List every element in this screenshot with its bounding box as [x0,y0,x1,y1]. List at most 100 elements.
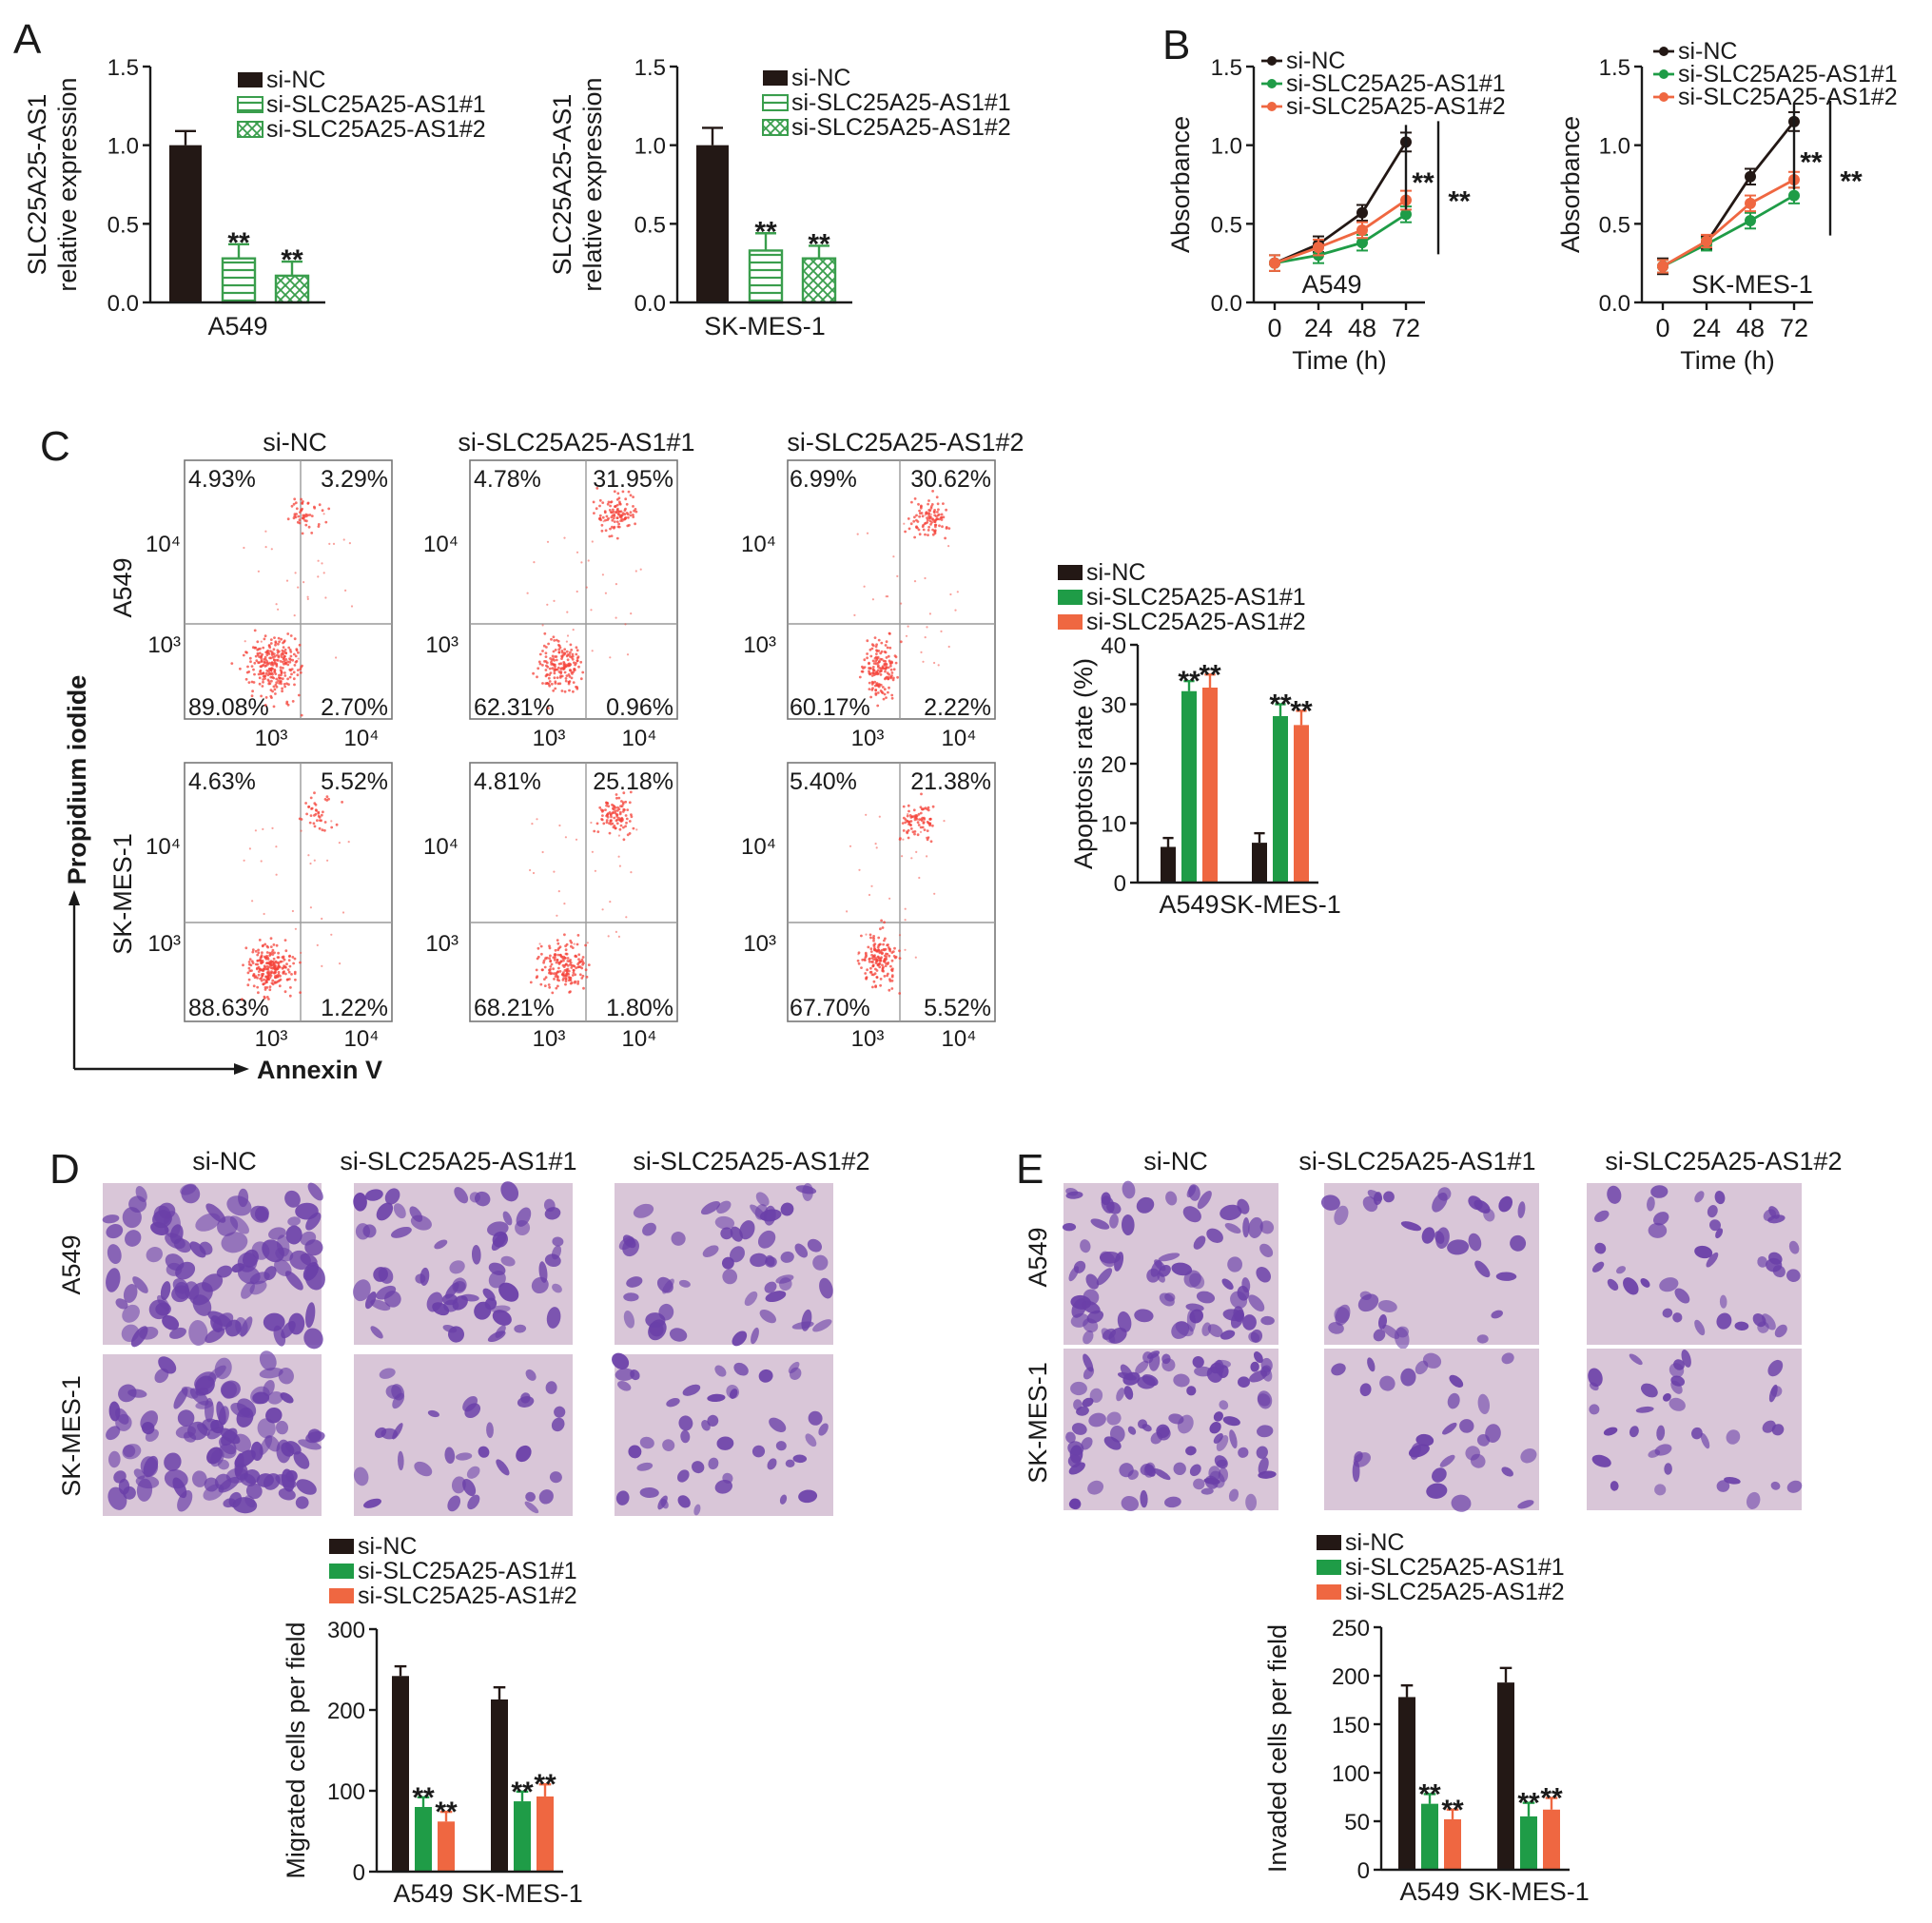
flow-event-dot [615,497,619,501]
stained-cell [1610,1481,1619,1491]
flow-event-dot [619,820,623,823]
flow-event-dot [618,812,622,816]
stained-cell [259,1350,277,1371]
stained-cell [410,1214,432,1231]
flow-event-dot [244,651,247,653]
flow-event-dot [924,514,927,516]
stained-cell [486,1422,494,1438]
legend-label: si-SLC25A25-AS1#2 [266,116,486,143]
x-tick-10-4: 10⁴ [343,1026,379,1052]
flow-event-dot [573,669,576,671]
flow-event-dot [244,677,248,681]
flow-event-dot [566,634,570,637]
stained-cell [633,1203,654,1218]
bar [514,1801,531,1872]
flow-event-dot [321,509,324,513]
flow-event-dot [263,965,267,969]
stained-cell [819,1277,833,1299]
y-tick-label: 1.0 [1211,134,1242,160]
stained-cell [1588,1368,1603,1388]
stained-cell [1501,1352,1514,1365]
significance-marker: ** [1412,167,1434,199]
y-tick-label: 0.0 [1599,291,1630,317]
flow-event-dot [263,657,266,661]
flow-event-dot [278,681,281,685]
flow-event-dot [886,974,888,978]
stained-cell [1238,1447,1249,1458]
stained-cell [754,1204,769,1220]
flow-event-dot [258,682,262,686]
flow-event-dot [614,809,617,813]
significance-marker: ** [1269,690,1292,721]
e-header-si-as1-1: si-SLC25A25-AS1#1 [1298,1147,1535,1175]
flow-event-dot [246,983,250,987]
stained-cell [123,1284,138,1303]
flow-event-dot [271,672,274,676]
stained-cell [1400,1368,1416,1387]
stained-cell [1603,1427,1618,1436]
stained-cell [1706,1252,1719,1268]
stained-cell [1767,1214,1786,1224]
flow-event-dot [609,500,613,504]
legend-label: si-NC [791,65,851,91]
stained-cell [1193,1235,1206,1250]
flow-event-dot [564,962,568,966]
stained-cell [1238,1376,1250,1388]
quad-ll: 67.70% [790,995,870,1021]
stained-cell [1382,1324,1400,1339]
flow-event-dot [546,665,550,669]
flow-event-dot [555,961,558,964]
flow-event-dot [286,517,290,521]
flow-event-dot [557,643,560,647]
stained-cell [1694,1245,1713,1259]
stained-cell [188,1320,208,1346]
flow-event-dot [239,667,242,670]
stained-cell [739,1220,755,1240]
flow-event-dot [888,646,892,650]
stained-cell [1137,1375,1156,1389]
stained-cell [785,1459,795,1467]
bar [1421,1803,1438,1870]
flow-event-dot [915,514,918,517]
flow-event-dot [261,973,263,976]
flow-event-dot [268,973,271,976]
flow-dots [241,791,350,1001]
significance-marker: ** [511,1777,534,1808]
quad-ll: 62.31% [474,694,555,721]
y-tick-10-4: 10⁴ [146,834,181,860]
flow-event-dot [881,963,884,967]
flow-event-dot [593,829,596,833]
flow-event-dot [289,986,292,989]
stained-cell [1242,1217,1250,1238]
stained-cell [202,1418,220,1431]
flow-event-dot [282,667,284,670]
stained-cell [449,1260,465,1274]
stained-cell [1447,1392,1460,1409]
flow-event-dot [940,630,943,633]
stained-cell [1746,1491,1761,1509]
flow-event-dot [861,958,865,962]
data-point [1745,215,1756,227]
flow-event-dot [871,687,874,690]
flow-event-dot [931,824,934,827]
flow-event-dot [264,696,268,699]
stained-cell [1459,1419,1474,1433]
flow-event-dot [559,960,563,962]
series-line [1274,213,1407,265]
stained-cell [1714,1191,1726,1205]
flow-event-dot [569,976,573,980]
flow-event-dot [348,542,351,545]
flow-event-dot [320,819,322,823]
significance-marker: ** [1800,146,1823,178]
stained-cell [484,1297,498,1311]
stained-cell [445,1282,459,1299]
flow-event-dot [302,500,304,503]
quad-ur: 25.18% [593,768,673,795]
x-tick-10-3: 10³ [851,1026,885,1052]
stained-cell [1607,1185,1622,1204]
stained-cell [221,1232,248,1253]
stained-cell [1786,1269,1801,1283]
legend-swatch [762,94,789,111]
flow-event-dot [913,580,917,583]
stained-cell [125,1230,142,1247]
